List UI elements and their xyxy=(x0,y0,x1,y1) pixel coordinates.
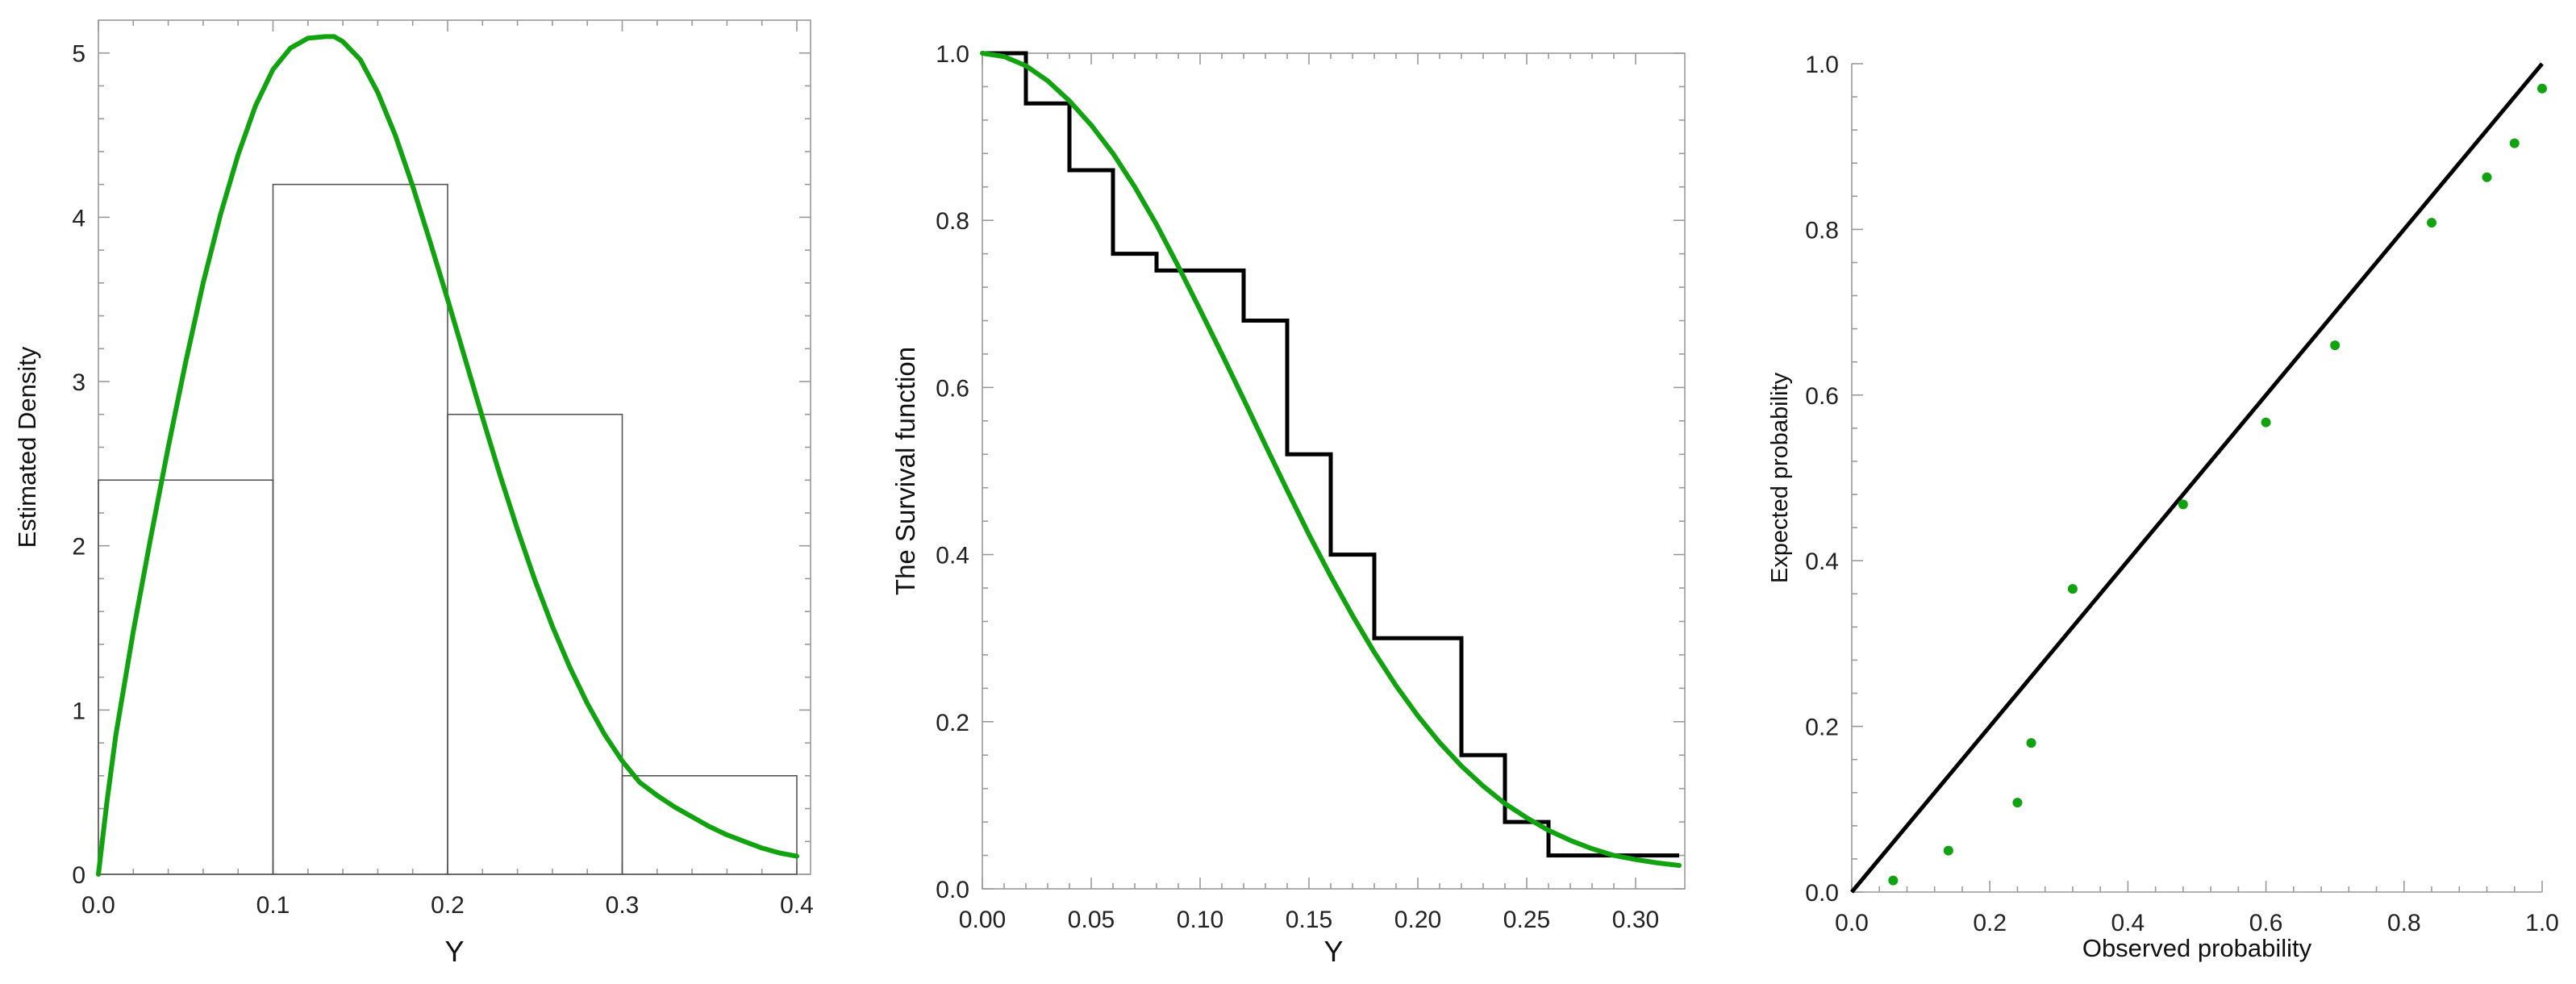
probability-plot-panel: 0.0 0.2 0.4 0.6 0.8 1.0 0.0 0.2 0.4 0.6 0.8 1.0 Obse… xyxy=(1767,52,2559,962)
density-histogram-panel: 0.0 0.1 0.2 0.3 0.4 0 1 2 3 4 5 Y Estimated Density xyxy=(13,19,814,968)
y-axis-title: The Survival function xyxy=(890,347,920,595)
x-tick-label: 0.6 xyxy=(2249,910,2283,936)
fitted-survival-curve xyxy=(980,51,1682,868)
x-tick-label: 0.15 xyxy=(1286,907,1332,933)
scatter-point xyxy=(2509,138,2520,148)
y-tick-label: 4 xyxy=(72,205,85,231)
y-tick-label: 0.2 xyxy=(1805,715,1839,741)
x-tick-label: 0.30 xyxy=(1612,907,1659,933)
scatter-point xyxy=(2482,172,2492,182)
scatter-point xyxy=(2012,798,2023,808)
x-tick-label: 0.05 xyxy=(1068,907,1115,933)
histogram-bars xyxy=(98,183,798,875)
y-tick-label: 0.2 xyxy=(936,710,969,736)
scatter-point xyxy=(2261,417,2271,427)
scatter-point xyxy=(1888,875,1899,886)
scatter-point xyxy=(2537,83,2547,94)
x-axis-title: Y xyxy=(1323,935,1343,968)
empirical-survival-step xyxy=(982,51,1679,858)
density-curve xyxy=(96,34,799,877)
scatter-point xyxy=(2067,584,2078,594)
x-tick-label: 0.00 xyxy=(959,907,1006,933)
x-tick-label: 0.2 xyxy=(431,892,465,919)
y-tick-label: 0.6 xyxy=(936,375,969,402)
scatter-point xyxy=(2026,738,2036,748)
x-tick-label: 0.0 xyxy=(1835,910,1869,936)
y-tick-label: 3 xyxy=(72,369,85,396)
y-tick-label: 0.8 xyxy=(936,208,969,235)
y-tick-label: 5 xyxy=(72,41,85,68)
x-tick-label: 0.8 xyxy=(2387,910,2421,936)
x-tick-label: 0.2 xyxy=(1973,910,2007,936)
reference-line xyxy=(1850,62,2544,894)
x-tick-label: 0.4 xyxy=(780,892,814,919)
y-axis-title: Estimated Density xyxy=(13,346,41,548)
scatter-point xyxy=(1943,845,1953,856)
y-tick-label: 1.0 xyxy=(1805,52,1839,78)
y-tick-label: 0.0 xyxy=(1805,880,1839,907)
x-tick-label: 0.3 xyxy=(606,892,640,919)
scatter-point xyxy=(2178,499,2188,510)
plot-frame xyxy=(98,19,811,875)
y-axis-title: Expected probability xyxy=(1767,372,1793,583)
x-tick-label: 0.20 xyxy=(1394,907,1441,933)
histogram-bar xyxy=(272,183,448,875)
survival-function-panel: 0.00 0.05 0.10 0.15 0.20 0.25 0.30 0.0 0.2 0.4 0.6… xyxy=(890,41,1686,968)
scatter-point xyxy=(2330,340,2340,351)
histogram-bar xyxy=(447,413,623,875)
scatter-point xyxy=(2427,218,2437,228)
x-tick-label: 0.0 xyxy=(81,892,115,919)
y-tick-label: 0 xyxy=(72,862,85,889)
y-tick-label: 2 xyxy=(72,534,85,561)
plot-frame xyxy=(982,52,1686,890)
y-tick-label: 0.6 xyxy=(1805,383,1839,410)
x-tick-label: 0.4 xyxy=(2111,910,2145,936)
histogram-bar xyxy=(621,775,798,875)
y-tick-label: 0.8 xyxy=(1805,217,1839,244)
scatter-points xyxy=(1888,83,2547,886)
y-tick-label: 1 xyxy=(72,698,85,724)
y-tick-label: 0.4 xyxy=(936,543,969,569)
x-axis-title: Y xyxy=(444,935,464,968)
x-axis-title: Observed probability xyxy=(2082,934,2312,962)
x-tick-label: 0.25 xyxy=(1503,907,1550,933)
x-tick-label: 0.1 xyxy=(256,892,290,919)
y-tick-label: 0.4 xyxy=(1805,548,1839,575)
y-tick-label: 0.0 xyxy=(936,877,969,903)
x-tick-label: 0.10 xyxy=(1177,907,1223,933)
y-tick-label: 1.0 xyxy=(936,41,969,68)
x-tick-label: 1.0 xyxy=(2525,910,2559,936)
